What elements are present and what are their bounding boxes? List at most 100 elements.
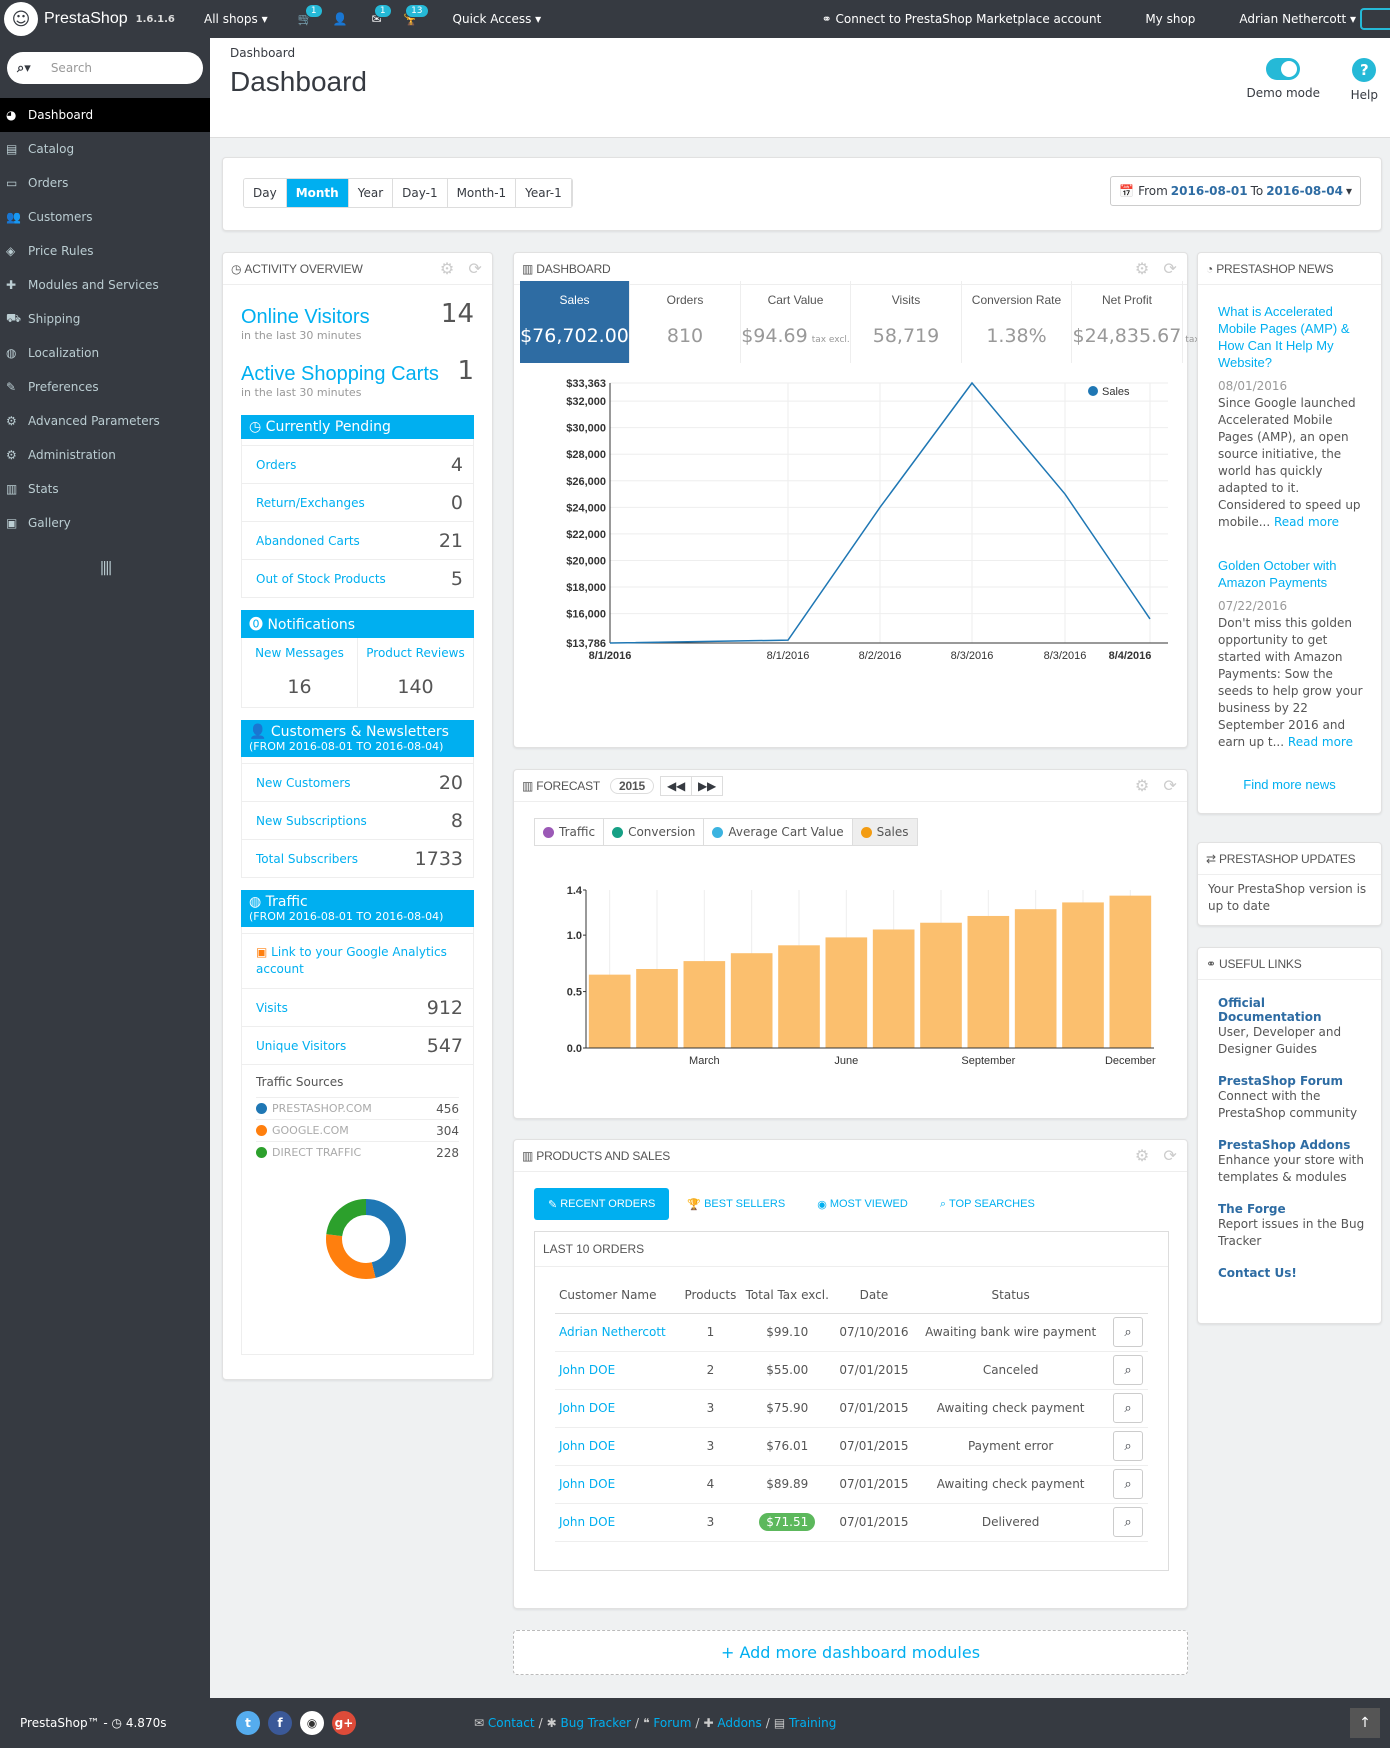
news-title-link[interactable]: What is Accelerated Mobile Pages (AMP) &… <box>1218 304 1350 370</box>
gear-icon[interactable]: ⚙ <box>1134 1147 1150 1165</box>
customer-name-link[interactable]: John DOE <box>555 1351 681 1390</box>
add-modules-button[interactable]: + Add more dashboard modules <box>513 1630 1188 1675</box>
stat-row[interactable]: Return/Exchanges 0 <box>241 484 474 522</box>
stat-row[interactable]: Abandoned Carts 21 <box>241 522 474 560</box>
stat-row[interactable]: Visits 912 <box>241 989 474 1027</box>
forecast-legend-traffic[interactable]: Traffic <box>534 818 605 846</box>
sidebar-item-dashboard[interactable]: ◕ Dashboard <box>0 98 210 132</box>
period-button-day-1[interactable]: Day-1 <box>393 179 448 207</box>
search-icon[interactable]: ⌕▾ <box>17 60 31 76</box>
useful-link-title[interactable]: Contact Us! <box>1218 1266 1297 1280</box>
period-button-month-1[interactable]: Month-1 <box>447 179 517 207</box>
period-button-year-1[interactable]: Year-1 <box>516 179 572 207</box>
kpi-orders[interactable]: Orders 810 <box>631 281 741 363</box>
sidebar-item-localization[interactable]: ◍ Localization <box>0 336 210 370</box>
sidebar-item-shipping[interactable]: ⛟ Shipping <box>0 302 210 336</box>
refresh-icon[interactable]: ⟳ <box>1163 1147 1177 1165</box>
google-plus-icon[interactable]: g+ <box>332 1711 356 1735</box>
demo-mode-toggle[interactable]: Demo mode <box>1247 58 1320 100</box>
customer-name-link[interactable]: John DOE <box>555 1503 681 1542</box>
view-order-button[interactable]: ⌕ <box>1113 1431 1143 1461</box>
stat-label[interactable]: Out of Stock Products <box>256 571 386 586</box>
customer-name-link[interactable]: John DOE <box>555 1465 681 1504</box>
trophy-notification-button[interactable]: 🏆 13 <box>404 4 429 26</box>
new-messages-cell[interactable]: New Messages 16 <box>242 638 358 707</box>
customers-notification-button[interactable]: 👤 <box>333 12 348 26</box>
breadcrumb[interactable]: Dashboard <box>230 46 296 60</box>
footer-link-bug-tracker[interactable]: ✱ Bug Tracker <box>547 1716 631 1730</box>
quick-access-menu[interactable]: Quick Access ▾ <box>452 12 542 26</box>
product-reviews-cell[interactable]: Product Reviews 140 <box>358 638 473 707</box>
sidebar-item-price-rules[interactable]: ◈ Price Rules <box>0 234 210 268</box>
period-button-day[interactable]: Day <box>244 179 287 207</box>
view-order-button[interactable]: ⌕ <box>1113 1317 1143 1347</box>
sidebar-item-stats[interactable]: ▥ Stats <box>0 472 210 506</box>
useful-link-title[interactable]: PrestaShop Addons <box>1218 1138 1351 1152</box>
shop-selector[interactable]: All shops ▾ <box>204 12 268 26</box>
tab-recent-orders[interactable]: ✎ RECENT ORDERS <box>534 1188 670 1220</box>
stat-label[interactable]: New Customers <box>256 775 351 790</box>
employee-avatar[interactable] <box>1360 8 1390 30</box>
tab-most-viewed[interactable]: ◉ MOST VIEWED <box>803 1188 922 1220</box>
kpi-visits[interactable]: Visits 58,719 <box>852 281 962 363</box>
customer-name-link[interactable]: John DOE <box>555 1427 681 1466</box>
footer-link-contact[interactable]: ✉ Contact <box>474 1716 535 1730</box>
stat-row[interactable]: Orders 4 <box>241 446 474 484</box>
footer-link-training[interactable]: ▤ Training <box>774 1716 837 1730</box>
refresh-icon[interactable]: ⟳ <box>1163 260 1177 278</box>
customer-name-link[interactable]: John DOE <box>555 1389 681 1428</box>
sidebar-item-customers[interactable]: 👥 Customers <box>0 200 210 234</box>
gear-icon[interactable]: ⚙ <box>1134 260 1150 278</box>
date-range-picker[interactable]: 📅 From 2016-08-01 To 2016-08-04 ▾ <box>1110 176 1361 206</box>
messages-notification-button[interactable]: ✉ 1 <box>372 4 392 26</box>
stat-label[interactable]: Unique Visitors <box>256 1038 347 1053</box>
stat-label[interactable]: Return/Exchanges <box>256 495 365 510</box>
next-year-button[interactable]: ▶▶ <box>692 775 724 796</box>
stat-label[interactable]: New Subscriptions <box>256 813 367 828</box>
github-icon[interactable]: ◉ <box>300 1711 324 1735</box>
search-box[interactable]: ⌕▾ Search <box>7 52 203 84</box>
facebook-icon[interactable]: f <box>268 1711 292 1735</box>
collapse-menu-icon[interactable]: |||| <box>99 560 113 576</box>
sidebar-item-administration[interactable]: ⚙ Administration <box>0 438 210 472</box>
sidebar-item-gallery[interactable]: ▣ Gallery <box>0 506 210 540</box>
kpi-cart-value[interactable]: Cart Value $94.69 tax excl. <box>741 281 851 363</box>
refresh-icon[interactable]: ⟳ <box>468 260 482 278</box>
stat-row[interactable]: Out of Stock Products 5 <box>241 560 474 598</box>
previous-year-button[interactable]: ◀◀ <box>659 775 692 796</box>
read-more-link[interactable]: Read more <box>1273 515 1340 529</box>
stat-label[interactable]: Orders <box>256 457 297 472</box>
kpi-sales[interactable]: Sales $76,702.00 <box>520 281 630 363</box>
stat-label[interactable]: Total Subscribers <box>256 851 358 866</box>
sidebar-item-catalog[interactable]: ▤ Catalog <box>0 132 210 166</box>
search-input[interactable]: Search <box>50 61 93 75</box>
scroll-top-button[interactable]: ↑ <box>1350 1708 1380 1738</box>
stat-row[interactable]: New Customers 20 <box>241 764 474 802</box>
tab-top-searches[interactable]: ⌕ TOP SEARCHES <box>926 1188 1049 1220</box>
kpi-net-profit[interactable]: Net Profit $24,835.67 tax <box>1073 281 1200 363</box>
stat-row[interactable]: New Subscriptions 8 <box>241 802 474 840</box>
view-order-button[interactable]: ⌕ <box>1113 1469 1143 1499</box>
stat-label[interactable]: Abandoned Carts <box>256 533 360 548</box>
gear-icon[interactable]: ⚙ <box>439 260 455 278</box>
view-order-button[interactable]: ⌕ <box>1113 1507 1143 1537</box>
view-order-button[interactable]: ⌕ <box>1113 1393 1143 1423</box>
period-button-year[interactable]: Year <box>348 179 394 207</box>
marketplace-link[interactable]: ⚭ Connect to PrestaShop Marketplace acco… <box>822 12 1102 26</box>
customer-name-link[interactable]: Adrian Nethercott <box>555 1313 681 1352</box>
user-menu[interactable]: Adrian Nethercott ▾ <box>1239 12 1356 26</box>
active-carts-label[interactable]: Active Shopping Carts <box>241 363 439 385</box>
sidebar-item-orders[interactable]: ▭ Orders <box>0 166 210 200</box>
period-button-month[interactable]: Month <box>286 179 349 207</box>
google-analytics-link[interactable]: ▣ Link to your Google Analytics account <box>241 933 474 989</box>
my-shop-link[interactable]: My shop <box>1145 12 1196 26</box>
gear-icon[interactable]: ⚙ <box>1134 777 1150 795</box>
news-title-link[interactable]: Golden October with Amazon Payments <box>1218 558 1337 590</box>
footer-link-forum[interactable]: ❝ Forum <box>643 1716 691 1730</box>
stat-label[interactable]: Visits <box>256 1000 288 1015</box>
brand-logo[interactable]: ☺ PrestaShop 1.6.1.6 <box>0 2 190 36</box>
sidebar-item-modules-and-services[interactable]: ✚ Modules and Services <box>0 268 210 302</box>
online-visitors-label[interactable]: Online Visitors <box>241 306 370 328</box>
stat-row[interactable]: Unique Visitors 547 <box>241 1027 474 1065</box>
sidebar-item-advanced-parameters[interactable]: ⚙ Advanced Parameters <box>0 404 210 438</box>
